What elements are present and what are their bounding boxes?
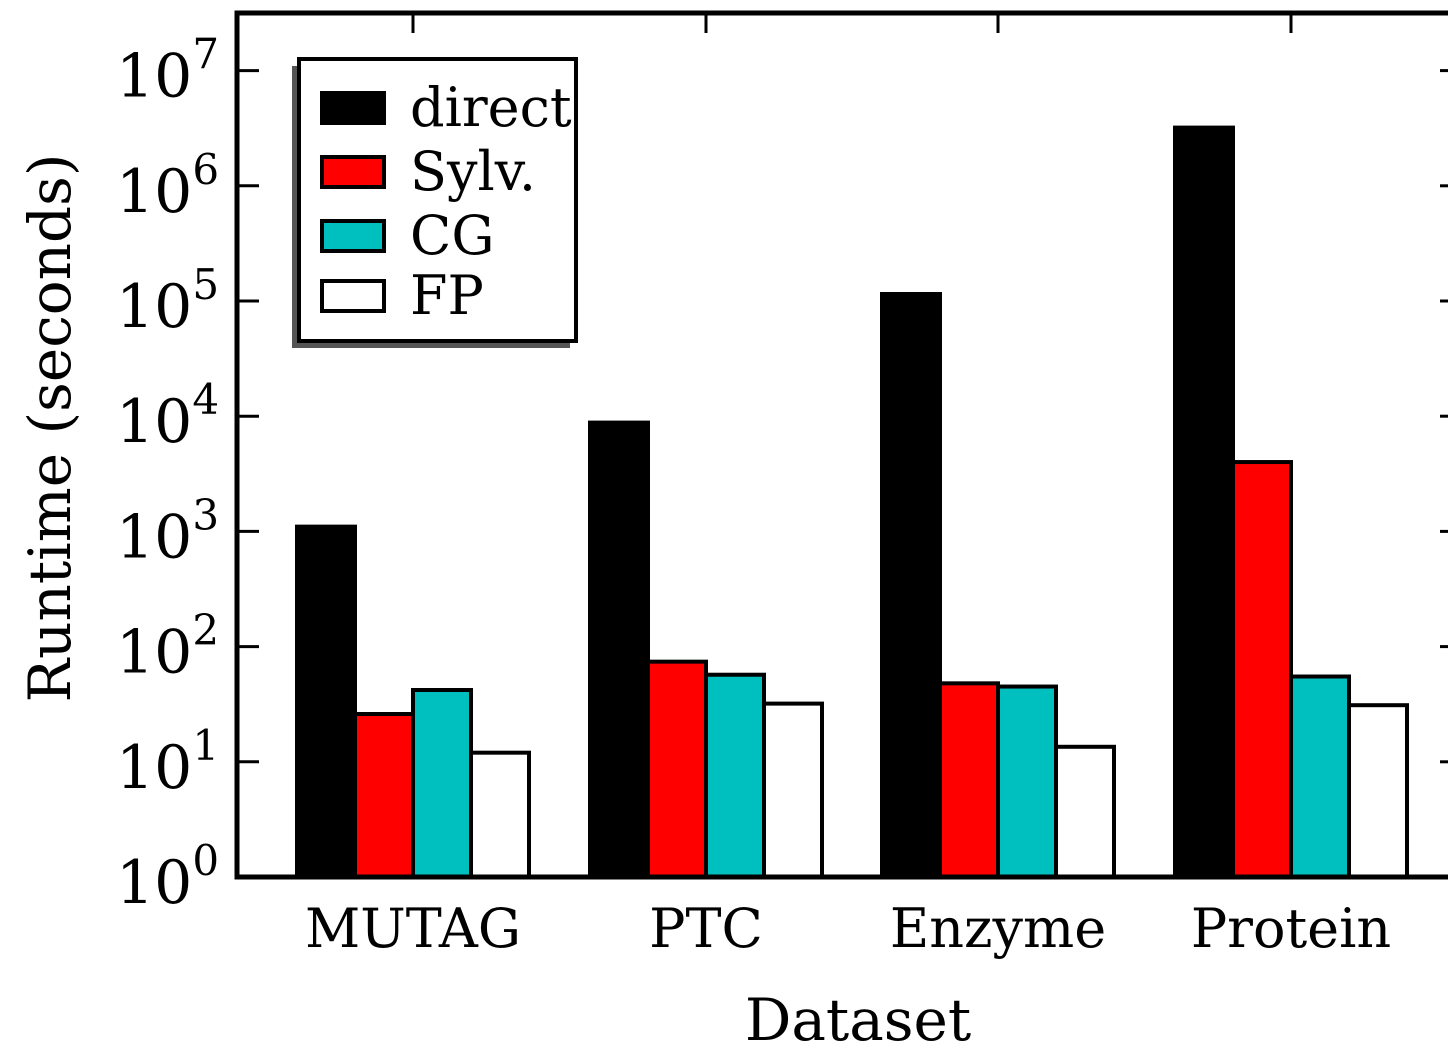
bar-ptc-direct xyxy=(588,420,650,879)
legend-label-cg: CG xyxy=(410,204,494,267)
y-tick-label: 100 xyxy=(116,836,219,918)
x-axis-label: Dataset xyxy=(745,986,971,1048)
x-tick-label-mutag: MUTAG xyxy=(305,897,521,960)
y-tick-label: 107 xyxy=(116,30,219,112)
legend-swatch-fp xyxy=(320,279,386,313)
bar-protein-direct xyxy=(1173,125,1235,879)
y-tick-label: 103 xyxy=(116,490,219,572)
bar-mutag-direct xyxy=(295,524,357,880)
bar-ptc-fp xyxy=(762,701,824,880)
x-tick-label-protein: Protein xyxy=(1191,897,1391,960)
bar-protein-sylv xyxy=(1231,460,1293,879)
y-tick-label: 102 xyxy=(116,606,219,688)
bar-mutag-sylv xyxy=(353,711,415,879)
axes-frame xyxy=(234,10,1448,880)
legend-label-fp: FP xyxy=(410,264,484,327)
bar-protein-cg xyxy=(1289,674,1351,879)
x-tick-label-ptc: PTC xyxy=(649,897,763,960)
legend-swatch-direct xyxy=(320,91,386,125)
legend-swatch-sylv xyxy=(320,155,386,189)
legend-label-sylv: Sylv. xyxy=(410,140,536,203)
y-axis-label: Runtime (seconds) xyxy=(16,154,84,703)
bar-enzyme-sylv xyxy=(938,681,1000,879)
bar-enzyme-cg xyxy=(996,684,1058,880)
legend-swatch-cg xyxy=(320,219,386,253)
bar-enzyme-direct xyxy=(880,292,942,879)
y-tick-label: 106 xyxy=(116,145,219,227)
y-tick-label: 101 xyxy=(116,721,219,803)
legend-label-direct: direct xyxy=(410,76,572,139)
bar-ptc-cg xyxy=(704,672,766,879)
y-tick-label: 104 xyxy=(116,375,219,457)
bar-protein-fp xyxy=(1347,703,1409,879)
bar-mutag-cg xyxy=(411,688,473,880)
bar-ptc-sylv xyxy=(646,659,708,879)
x-tick-label-enzyme: Enzyme xyxy=(890,897,1106,960)
y-tick-label: 105 xyxy=(116,260,219,342)
bar-enzyme-fp xyxy=(1054,744,1116,879)
axes-layer: 100 101 102 103 104 105 106 107 MUTAG PTC Enzyme Pr… xyxy=(116,10,1448,960)
bar-mutag-fp xyxy=(469,750,531,880)
